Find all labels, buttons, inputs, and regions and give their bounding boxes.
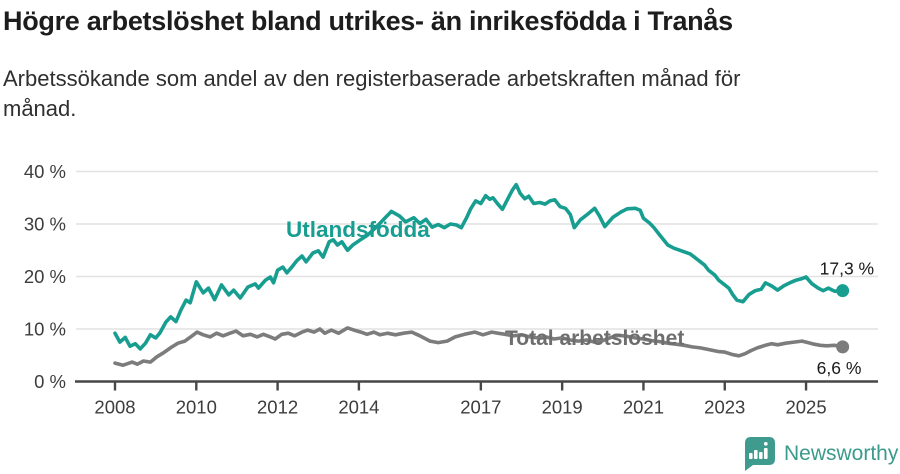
y-axis-tick-label: 20 %	[24, 266, 66, 287]
x-axis-tick-label: 2017	[460, 397, 501, 418]
chart-subtitle-line2: månad.	[3, 96, 77, 121]
x-axis-tick-label: 2010	[176, 397, 217, 418]
y-axis-tick-label: 10 %	[24, 319, 66, 340]
x-axis-tick-label: 2021	[623, 397, 664, 418]
series-line-total	[113, 326, 845, 367]
series-label-utlandsfodda: Utlandsfödda	[286, 217, 430, 242]
series-label-total: Total arbetslöshet	[505, 327, 684, 350]
chart-subtitle-line1: Arbetssökande som andel av den registerb…	[3, 66, 741, 91]
series-end-dot-utlandsfodda	[836, 284, 850, 298]
y-axis-tick-label: 40 %	[24, 161, 66, 182]
x-axis-tick-label: 2014	[338, 397, 379, 418]
chart-title: Högre arbetslöshet bland utrikes- än inr…	[3, 6, 733, 36]
x-axis-tick-label: 2023	[704, 397, 745, 418]
series-end-dot-total	[836, 340, 850, 354]
x-axis-tick-label: 2012	[257, 397, 298, 418]
series-line-utlandsfodda	[113, 182, 845, 351]
line-chart: 0 % 10 % 20 % 30 % 40 % 2008 2010 2012 2014 2017 2…	[24, 161, 878, 418]
x-axis-tick-label: 2008	[94, 397, 135, 418]
newsworthy-logo: Newsworthy	[742, 436, 898, 472]
x-axis-tick-label: 2025	[785, 397, 826, 418]
y-axis-tick-label: 0 %	[34, 371, 66, 392]
newsworthy-wordmark: Newsworthy	[784, 442, 899, 465]
newsworthy-bar-chart-bubble-icon	[745, 437, 775, 471]
series-end-value-utlandsfodda: 17,3 %	[820, 259, 874, 279]
chart-subtitle: Arbetssökande som andel av den registerb…	[3, 64, 740, 124]
series-end-value-total: 6,6 %	[817, 358, 862, 378]
y-axis-tick-label: 30 %	[24, 214, 66, 235]
x-axis-tick-label: 2019	[542, 397, 583, 418]
